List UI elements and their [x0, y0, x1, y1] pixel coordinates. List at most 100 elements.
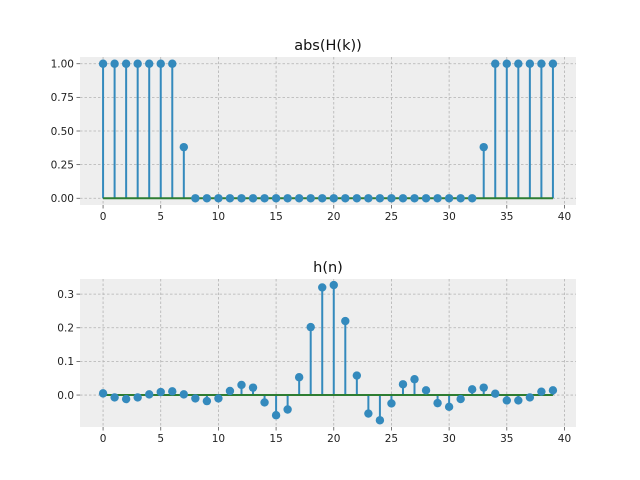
y-tick-label: 0.1: [57, 356, 74, 368]
stem-marker: [168, 59, 177, 68]
stem-marker: [491, 389, 500, 398]
stem-marker: [375, 194, 385, 203]
stem-marker: [456, 194, 465, 203]
stem-series: [98, 280, 558, 425]
stem-marker: [375, 416, 385, 425]
stem-marker: [156, 59, 165, 68]
stem-marker: [145, 390, 154, 399]
stem-marker: [514, 396, 523, 405]
stem-marker: [525, 59, 535, 68]
stem-marker: [387, 399, 396, 408]
stem-marker: [433, 194, 442, 203]
stem-marker: [318, 194, 327, 203]
stem-marker: [410, 375, 419, 384]
stem-marker: [467, 194, 477, 203]
stem-marker: [491, 59, 500, 68]
stem-marker: [433, 398, 442, 408]
stem-marker: [248, 194, 258, 203]
stem-marker: [364, 409, 373, 418]
stem-marker: [548, 386, 558, 395]
stem-marker: [294, 194, 304, 203]
stem-marker: [283, 194, 292, 203]
stem-marker: [110, 393, 119, 402]
stem-marker: [398, 194, 408, 203]
stem-marker: [191, 394, 200, 403]
stem-marker: [191, 194, 200, 203]
chart-title: h(n): [313, 260, 343, 276]
stem-marker: [479, 142, 488, 152]
stem-marker: [467, 385, 477, 394]
y-tick-label: 0.50: [51, 126, 74, 138]
stem-marker: [410, 194, 419, 203]
stem-marker: [502, 396, 511, 405]
x-tick-label: 15: [269, 433, 282, 445]
stem-marker: [98, 389, 108, 398]
stem-marker: [479, 383, 488, 392]
stem-marker: [444, 402, 454, 412]
stem-marker: [548, 59, 558, 68]
stem-marker: [98, 59, 108, 68]
stem-marker: [537, 59, 546, 68]
stem-marker: [283, 405, 292, 414]
stem-marker: [179, 390, 189, 399]
stem-marker: [294, 373, 304, 382]
stem-series: [98, 59, 558, 203]
stem-marker: [444, 194, 454, 203]
stem-marker: [306, 194, 315, 203]
stem-marker: [202, 194, 212, 203]
x-tick-label: 40: [558, 211, 571, 223]
stem-marker: [364, 194, 373, 203]
stem-marker: [214, 394, 223, 403]
stem-marker: [352, 371, 362, 380]
stem-marker: [306, 322, 315, 332]
x-tick-label: 5: [157, 211, 164, 223]
x-tick-label: 25: [385, 211, 398, 223]
stem-marker: [121, 394, 131, 404]
x-tick-label: 10: [212, 433, 225, 445]
stem-marker: [271, 411, 281, 420]
x-tick-label: 40: [558, 433, 571, 445]
y-tick-label: 1.00: [51, 59, 74, 71]
stem-marker: [341, 194, 350, 203]
chart-title: abs(H(k)): [294, 38, 362, 54]
stem-marker: [202, 396, 212, 406]
y-tick-labels: 0.0 0.1 0.2 0.3: [57, 289, 74, 402]
x-tick-labels: 0 5 10 15 20 25 30 35 40: [100, 433, 571, 445]
y-tick-label: 0.0: [57, 390, 74, 402]
stem-marker: [156, 387, 165, 397]
stem-marker: [387, 194, 396, 203]
stem-marker: [237, 380, 246, 390]
stem-marker: [121, 59, 131, 68]
stem-marker: [260, 398, 269, 407]
x-tick-label: 25: [385, 433, 398, 445]
x-tick-label: 35: [500, 211, 513, 223]
stem-marker: [341, 316, 350, 326]
stem-marker: [271, 194, 281, 203]
stem-marker: [456, 394, 465, 404]
x-tick-label: 0: [100, 433, 107, 445]
stem-marker: [398, 380, 408, 389]
plot-abs-hk: 0 5 10 15 20 25 30 35 40 0.00 0.25 0.50 0.75 1.00 ab…: [51, 38, 576, 223]
stem-marker: [502, 59, 511, 68]
y-tick-label: 0.75: [51, 92, 74, 104]
x-tick-label: 10: [212, 211, 225, 223]
plot-hn: 0 5 10 15 20 25 30 35 40 0.0 0.1 0.2 0.3 h(n): [57, 260, 576, 445]
y-tick-label: 0.2: [57, 323, 74, 335]
stem-marker: [168, 387, 177, 396]
stem-marker: [318, 283, 327, 292]
stem-marker: [133, 59, 142, 68]
x-tick-label: 15: [269, 211, 282, 223]
stem-marker: [352, 194, 362, 203]
stem-marker: [329, 194, 338, 203]
axes-background: [80, 279, 576, 427]
stem-marker: [225, 194, 235, 203]
stem-marker: [133, 393, 142, 402]
x-tick-label: 20: [327, 433, 340, 445]
x-tick-label: 0: [100, 211, 107, 223]
stem-marker: [421, 386, 431, 395]
stem-marker: [514, 59, 523, 68]
y-tick-label: 0.25: [51, 159, 74, 171]
stem-marker: [329, 280, 338, 290]
stem-marker: [248, 383, 258, 392]
